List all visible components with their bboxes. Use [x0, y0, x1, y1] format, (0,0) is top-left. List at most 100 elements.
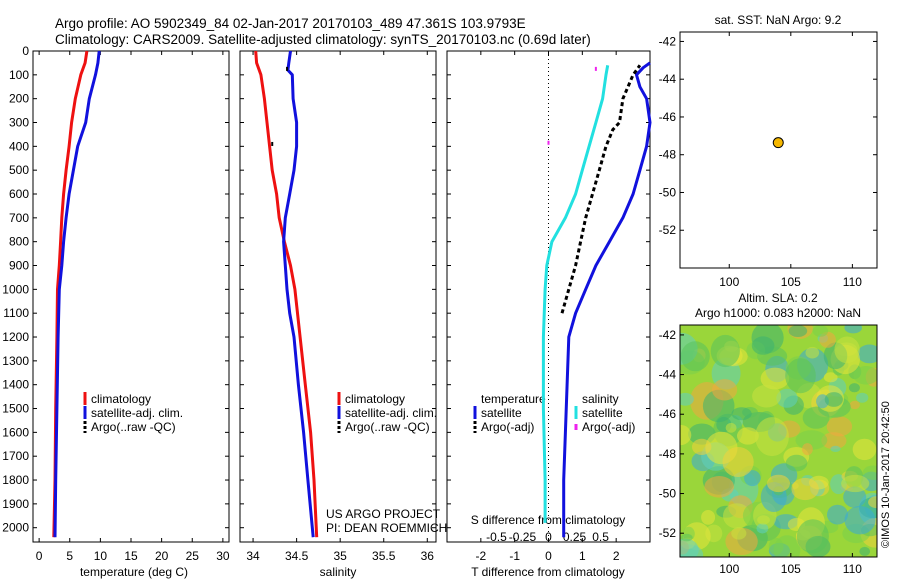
- sla-cell: [853, 366, 877, 385]
- temperature-legend: climatology satellite-adj. clim. Argo(..…: [83, 392, 183, 434]
- sla-cell: [755, 417, 789, 457]
- sla-cell: [795, 430, 828, 450]
- y-tick-label: 600: [9, 187, 29, 201]
- x-tick-label: 20: [155, 549, 169, 563]
- y-tick-label: -52: [659, 223, 677, 237]
- sla-cell: [827, 504, 848, 525]
- sla-cell: [725, 422, 737, 433]
- y-tick-label: 800: [9, 235, 29, 249]
- y-tick-label: 1500: [2, 402, 29, 416]
- sla-map-axes: [679, 324, 878, 558]
- y-tick-label: 1300: [2, 354, 29, 368]
- sla-cell: [868, 496, 877, 509]
- difference-legend: temperature satellite Argo(-adj) salinit…: [473, 392, 635, 434]
- y-tick-label: 500: [9, 163, 29, 177]
- sla-cell: [830, 474, 847, 495]
- x-tick-label: 1: [579, 549, 586, 563]
- x-tick-label: 15: [124, 549, 138, 563]
- sla-cell: [760, 367, 790, 390]
- sla-cell: [737, 427, 759, 445]
- sla-cell: [841, 474, 870, 493]
- y-tick-label: 1700: [2, 449, 29, 463]
- top-tick-label: -0.25: [509, 530, 537, 544]
- series-line-satellite: [562, 61, 652, 538]
- sla-cell: [701, 510, 716, 525]
- sla-cell: [767, 474, 790, 493]
- x-tick-label: 2: [613, 549, 620, 563]
- legend-label-t-argo: Argo(-adj): [481, 420, 534, 434]
- sla-cell: [830, 445, 841, 452]
- legend-label-argo: Argo(..raw -QC): [345, 420, 430, 434]
- y-tick-label: 200: [9, 92, 29, 106]
- legend-label-argo: Argo(..raw -QC): [91, 420, 176, 434]
- sla-cell: [826, 416, 853, 437]
- y-tick-label: -46: [659, 407, 677, 421]
- sla-cell: [776, 388, 798, 408]
- imos-credit: ©IMOS 10-Jan-2017 20:42:50: [880, 401, 892, 548]
- sla-cell: [785, 454, 808, 472]
- sla-cell: [680, 392, 694, 406]
- sla-cell: [723, 503, 751, 529]
- legend-heading-temperature: temperature: [481, 392, 546, 406]
- salinity-xlabel: salinity: [320, 565, 357, 579]
- sla-cell: [785, 358, 816, 394]
- sla-cell: [756, 523, 769, 534]
- argo-point: [286, 66, 289, 71]
- sla-cell: [773, 535, 801, 557]
- sla-cell: [843, 486, 867, 508]
- series-line-salinity-satellite: [541, 65, 610, 523]
- sla-cell: [856, 392, 869, 403]
- sla-cell: [680, 538, 699, 557]
- y-tick-label: -52: [659, 526, 677, 540]
- sla-cell: [680, 424, 692, 446]
- y-tick-label: 1900: [2, 497, 29, 511]
- y-tick-label: 0: [22, 44, 29, 58]
- argo-location-marker: [772, 137, 784, 149]
- sla-cell: [731, 407, 752, 421]
- x-tick-label: 25: [186, 549, 200, 563]
- y-tick-label: 400: [9, 139, 29, 153]
- sla-cell: [848, 383, 860, 393]
- temperature-axes: [32, 50, 230, 543]
- figure-title-line2: Climatology: CARS2009. Satellite-adjuste…: [55, 32, 591, 47]
- sla-cell: [812, 325, 829, 337]
- x-tick-label: 30: [216, 549, 230, 563]
- x-tick-label: 5: [66, 549, 73, 563]
- project-note: US ARGO PROJECT: [326, 507, 441, 521]
- sla-cell: [731, 527, 747, 540]
- x-tick-label: 0: [36, 549, 43, 563]
- x-tick-label: 110: [843, 562, 862, 576]
- x-tick-label: 0: [545, 549, 552, 563]
- y-tick-label: -42: [659, 328, 677, 342]
- x-tick-label: 10: [94, 549, 108, 563]
- y-tick-label: 100: [9, 68, 29, 82]
- difference-xlabel: T difference from climatology: [471, 565, 625, 579]
- x-tick-label: 35.5: [372, 549, 396, 563]
- sla-cell: [680, 341, 710, 372]
- y-tick-label: -42: [659, 34, 677, 48]
- sla-cell: [712, 379, 738, 401]
- x-tick-label: 105: [781, 275, 801, 289]
- salinity-axes: [239, 50, 437, 543]
- sla-cell: [844, 506, 876, 535]
- series-line-climatology: [254, 50, 319, 538]
- series-line-satellite-adj-clim-: [53, 50, 101, 538]
- legend-label-satellite: satellite-adj. clim.: [91, 406, 183, 420]
- salinity-legend: climatology satellite-adj. clim. Argo(..…: [337, 392, 437, 434]
- sst-map-title: sat. SST: NaN Argo: 9.2: [715, 13, 842, 27]
- series-line-satellite-adj-clim-: [282, 50, 315, 538]
- argo-point: [547, 140, 550, 145]
- sla-cell: [744, 470, 761, 487]
- argo-point: [594, 66, 597, 71]
- temperature-xlabel: temperature (deg C): [80, 565, 188, 579]
- x-tick-label: 34: [246, 549, 260, 563]
- x-tick-label: 36: [421, 549, 435, 563]
- sla-cell: [752, 384, 782, 408]
- sla-cell: [859, 546, 871, 556]
- y-tick-label: -46: [659, 110, 677, 124]
- legend-heading-salinity: salinity: [582, 392, 619, 406]
- y-tick-label: -44: [659, 368, 677, 382]
- pi-note: PI: DEAN ROEMMICH: [326, 521, 447, 535]
- y-tick-label: 2000: [2, 521, 29, 535]
